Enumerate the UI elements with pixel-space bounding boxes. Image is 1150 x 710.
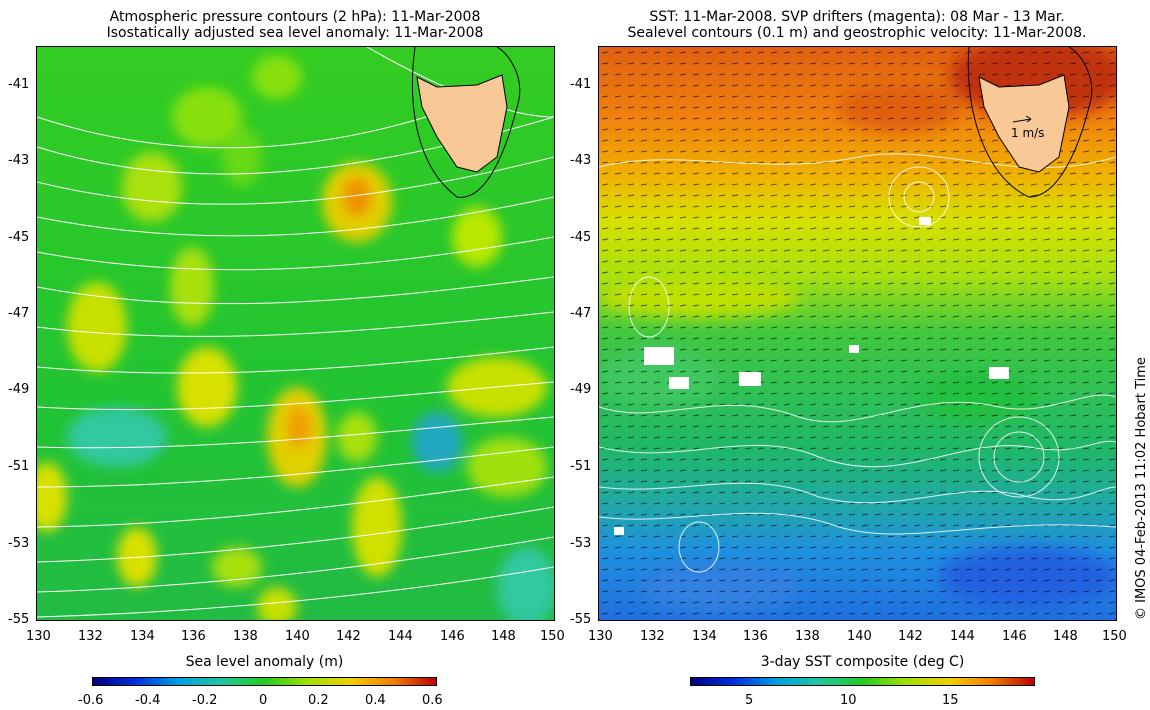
right-y-tick: -43: [570, 153, 592, 168]
credit-text: © IMOS 04-Feb-2013 11:02 Hobart Time: [1134, 357, 1149, 620]
cloud-gaps: [614, 217, 1009, 535]
left-colorbar-tick: -0.2: [192, 693, 218, 708]
left-x-tick: 136: [181, 629, 206, 644]
left-y-tick: -55: [8, 612, 30, 627]
right-y-tick: -45: [570, 230, 592, 245]
left-colorbar-tick: -0.6: [78, 693, 104, 708]
left-colorbar-tick: -0.4: [135, 693, 161, 708]
right-x-tick: 148: [1053, 629, 1078, 644]
left-colorbar-tick: 0.6: [422, 693, 443, 708]
left-colorbar-tick: 0: [259, 693, 268, 708]
left-y-tick: -53: [8, 536, 30, 551]
right-map-graphic: [599, 47, 1116, 620]
right-x-tick: 146: [1002, 629, 1027, 644]
velocity-scale-label: 1 m/s: [1011, 126, 1045, 140]
left-colorbar-tick: 0.4: [365, 693, 386, 708]
right-x-tick: 132: [640, 629, 665, 644]
right-x-tick: 144: [950, 629, 975, 644]
right-x-tick: 136: [743, 629, 768, 644]
left-x-tick: 148: [491, 629, 516, 644]
left-y-tick: -49: [8, 382, 30, 397]
right-y-tick: -51: [570, 459, 592, 474]
right-colorbar-tick: 10: [840, 693, 857, 708]
left-y-tick: -51: [8, 459, 30, 474]
velocity-scale: [1012, 115, 1032, 123]
left-x-tick: 142: [336, 629, 361, 644]
left-title-line1: Atmospheric pressure contours (2 hPa): 1…: [109, 9, 481, 25]
right-x-tick: 138: [795, 629, 820, 644]
left-map-graphic: [37, 47, 554, 620]
right-x-tick: 142: [898, 629, 923, 644]
right-colorbar-title: 3-day SST composite (deg C): [760, 654, 965, 670]
right-x-tick: 140: [847, 629, 872, 644]
right-colorbar-tick: 15: [942, 693, 959, 708]
right-colorbar-tick: 5: [745, 693, 754, 708]
left-x-tick: 146: [440, 629, 465, 644]
right-y-tick: -49: [570, 382, 592, 397]
tasmania-left: [411, 47, 521, 198]
left-x-tick: 132: [78, 629, 103, 644]
right-title-line1: SST: 11-Mar-2008. SVP drifters (magenta)…: [649, 9, 1065, 25]
left-y-tick: -45: [8, 230, 30, 245]
right-y-tick: -53: [570, 536, 592, 551]
tasmania-right: [967, 47, 1093, 198]
right-x-tick: 150: [1102, 629, 1127, 644]
left-x-tick: 140: [285, 629, 310, 644]
right-x-tick: 130: [588, 629, 613, 644]
pressure-contours: [37, 47, 554, 618]
right-title: SST: 11-Mar-2008. SVP drifters (magenta)…: [598, 9, 1116, 41]
left-title: Atmospheric pressure contours (2 hPa): 1…: [36, 9, 554, 41]
right-y-tick: -41: [570, 77, 592, 92]
right-title-line2: Sealevel contours (0.1 m) and geostrophi…: [627, 25, 1087, 41]
right-map-sst: [598, 46, 1117, 621]
left-y-tick: -47: [8, 306, 30, 321]
right-y-tick: -47: [570, 306, 592, 321]
left-y-tick: -43: [8, 153, 30, 168]
left-colorbar-tick: 0.2: [308, 693, 329, 708]
left-y-tick: -41: [8, 77, 30, 92]
right-y-tick: -55: [570, 612, 592, 627]
right-x-tick: 134: [692, 629, 717, 644]
left-colorbar-title: Sea level anomaly (m): [185, 654, 344, 670]
left-x-tick: 138: [233, 629, 258, 644]
left-x-tick: 150: [540, 629, 565, 644]
left-x-tick: 134: [130, 629, 155, 644]
left-colorbar: [92, 677, 437, 686]
right-colorbar: [690, 677, 1035, 686]
left-x-tick: 130: [26, 629, 51, 644]
left-title-line2: Isostatically adjusted sea level anomaly…: [106, 25, 484, 41]
left-map-sla: [36, 46, 555, 621]
left-x-tick: 144: [388, 629, 413, 644]
